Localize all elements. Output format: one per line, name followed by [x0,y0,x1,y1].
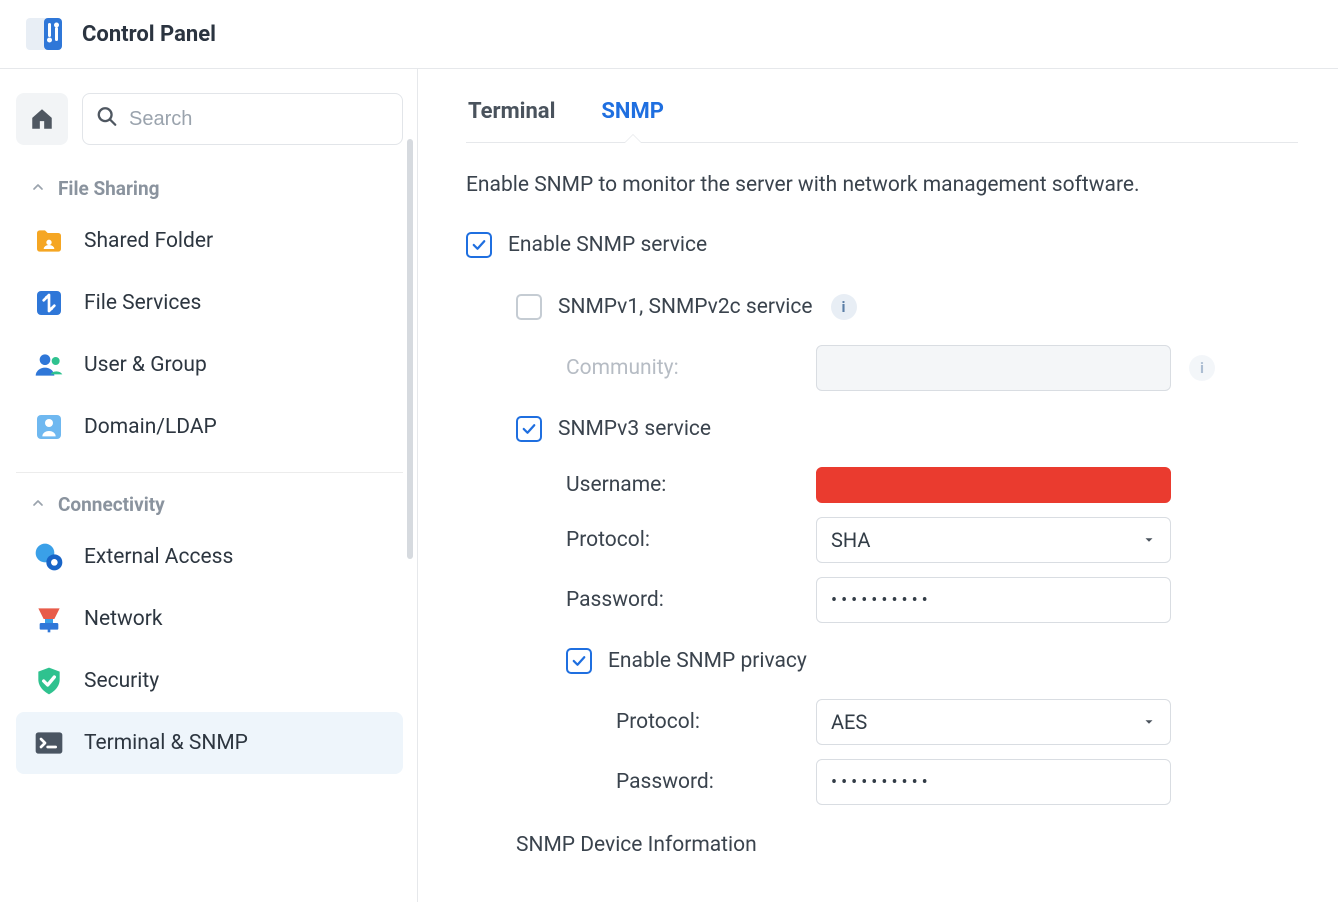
chevron-down-icon [1142,710,1156,734]
snmp-v3-label: SNMPv3 service [558,417,711,441]
chevron-up-icon [30,177,46,200]
sidebar-item-shared-folder[interactable]: Shared Folder [16,210,403,272]
section-divider [16,472,403,473]
window-title: Control Panel [82,22,216,47]
sidebar-item-label: Security [84,669,159,693]
protocol-label: Protocol: [566,528,816,552]
protocol-value: SHA [831,528,870,552]
snmp-v1v2-label: SNMPv1, SNMPv2c service [558,295,813,319]
sidebar-item-terminal-snmp[interactable]: Terminal & SNMP [16,712,403,774]
search-icon [96,106,118,133]
section-label: Connectivity [58,493,165,516]
password-input[interactable]: •••••••••• [816,577,1171,623]
scrollbar[interactable] [407,139,413,559]
sidebar: File Sharing Shared Folder File Services… [0,69,418,902]
sidebar-item-label: Shared Folder [84,229,213,253]
snmp-v3-checkbox[interactable] [516,416,542,442]
enable-snmp-label: Enable SNMP service [508,233,707,257]
priv-password-input[interactable]: •••••••••• [816,759,1171,805]
section-label: File Sharing [58,177,159,200]
domain-ldap-icon [32,410,66,444]
sidebar-item-label: Network [84,607,163,631]
sidebar-item-security[interactable]: Security [16,650,403,712]
community-input[interactable] [816,345,1171,391]
snmp-privacy-label: Enable SNMP privacy [608,649,807,673]
enable-snmp-checkbox[interactable] [466,232,492,258]
chevron-down-icon [1142,528,1156,552]
main-panel: Terminal SNMP Enable SNMP to monitor the… [418,69,1338,902]
home-icon [29,106,55,132]
priv-protocol-label: Protocol: [616,710,816,734]
folder-icon [32,224,66,258]
sidebar-item-network[interactable]: Network [16,588,403,650]
username-input[interactable] [816,467,1171,503]
priv-password-label: Password: [616,770,816,794]
sidebar-item-label: File Services [84,291,201,315]
control-panel-icon [24,14,64,54]
network-icon [32,602,66,636]
snmp-v1v2-checkbox[interactable] [516,294,542,320]
tab-bar: Terminal SNMP [466,89,1298,143]
sidebar-item-file-services[interactable]: File Services [16,272,403,334]
shield-icon [32,664,66,698]
sidebar-item-label: User & Group [84,353,207,377]
sidebar-item-user-group[interactable]: User & Group [16,334,403,396]
device-info-heading: SNMP Device Information [466,819,1298,857]
sidebar-item-label: Terminal & SNMP [84,731,248,755]
snmp-description: Enable SNMP to monitor the server with n… [466,173,1298,197]
user-group-icon [32,348,66,382]
terminal-icon [32,726,66,760]
window-titlebar: Control Panel [0,0,1338,69]
username-label: Username: [566,473,816,497]
search-input[interactable] [82,93,403,145]
info-icon[interactable]: i [831,294,857,320]
sidebar-item-label: Domain/LDAP [84,415,217,439]
priv-protocol-select[interactable]: AES [816,699,1171,745]
tab-terminal[interactable]: Terminal [466,89,557,142]
protocol-select[interactable]: SHA [816,517,1171,563]
tab-snmp[interactable]: SNMP [599,89,666,142]
info-icon[interactable]: i [1189,355,1215,381]
community-label: Community: [566,356,816,380]
chevron-up-icon [30,493,46,516]
sidebar-item-external-access[interactable]: External Access [16,526,403,588]
sidebar-item-domain-ldap[interactable]: Domain/LDAP [16,396,403,458]
snmp-privacy-checkbox[interactable] [566,648,592,674]
external-access-icon [32,540,66,574]
priv-protocol-value: AES [831,710,867,734]
sidebar-item-label: External Access [84,545,233,569]
section-header-connectivity[interactable]: Connectivity [16,483,403,526]
password-label: Password: [566,588,816,612]
section-header-file-sharing[interactable]: File Sharing [16,167,403,210]
home-button[interactable] [16,93,68,145]
file-services-icon [32,286,66,320]
